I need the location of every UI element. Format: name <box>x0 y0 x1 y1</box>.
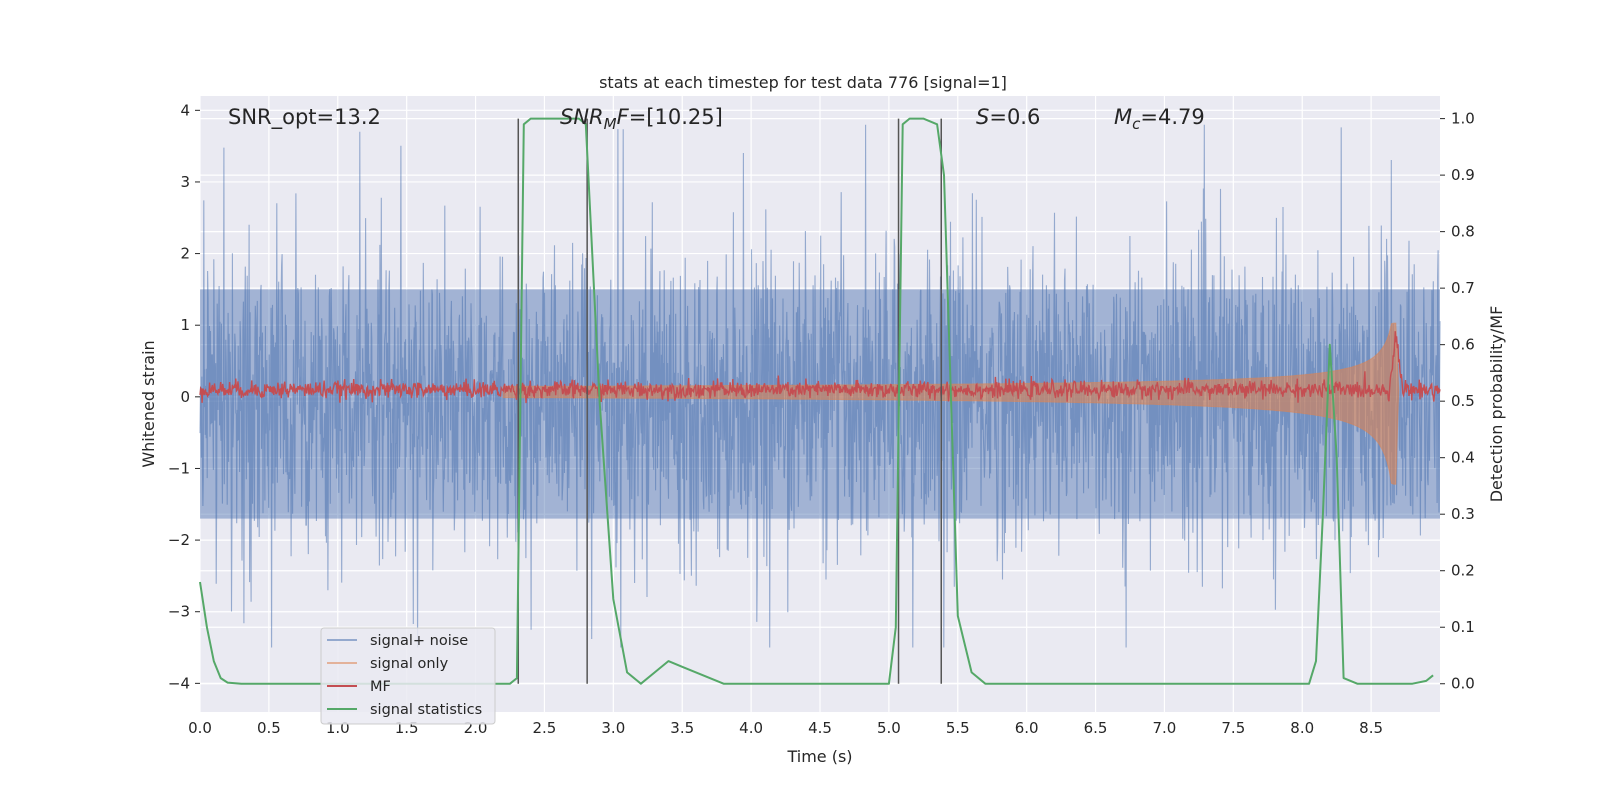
y-right-tick-labels: 1.0 0.9 0.8 0.7 0.6 0.5 0.4 0.3 0.2 0.1 0.0 <box>1440 110 1475 693</box>
x-tick-10: 5.0 <box>877 719 901 737</box>
x-tick-1: 0.5 <box>257 719 281 737</box>
y-right-axis-label: Detection probability/MF <box>1487 306 1506 503</box>
y-tick-5: −1 <box>168 459 190 477</box>
y-tick-2: 2 <box>180 245 190 263</box>
legend-label-signal: signal only <box>370 656 449 672</box>
annotation-s-symbol: S <box>976 105 989 129</box>
legend: signal+ noise signal only MF signal stat… <box>320 627 496 725</box>
y-tick-3: 1 <box>180 316 190 334</box>
annotation-s: S=0.6 <box>976 105 1040 129</box>
y2-tick-7: 0.3 <box>1451 505 1475 523</box>
y2-tick-0: 1.0 <box>1451 110 1475 128</box>
x-tick-15: 7.5 <box>1221 719 1245 737</box>
y2-tick-5: 0.5 <box>1451 392 1475 410</box>
annotation-snr-mf-sub: M <box>604 115 617 133</box>
x-tick-11: 5.5 <box>946 719 970 737</box>
legend-label-noise: signal+ noise <box>370 633 468 649</box>
annotation-mc-symbol: M <box>1114 105 1132 129</box>
y-tick-6: −2 <box>168 531 190 549</box>
annotation-snr-mf-value: =[10.25] <box>629 105 723 129</box>
y-tick-7: −3 <box>168 603 190 621</box>
x-tick-12: 6.0 <box>1015 719 1039 737</box>
annotation-mc: Mc=4.79 <box>1114 105 1205 133</box>
y-tick-labels: 4 3 2 1 0 −1 −2 −3 −4 <box>168 101 200 692</box>
x-tick-9: 4.5 <box>808 719 832 737</box>
y-tick-8: −4 <box>168 674 190 692</box>
legend-box <box>320 627 496 725</box>
y2-tick-9: 0.1 <box>1451 618 1475 636</box>
series-mf <box>199 331 1441 404</box>
noise-trace <box>199 124 1441 648</box>
legend-label-stat: signal statistics <box>370 702 482 718</box>
annotation-s-value: =0.6 <box>989 105 1040 129</box>
chart-title: stats at each timestep for test data 776… <box>599 73 1007 92</box>
y2-tick-6: 0.4 <box>1451 449 1475 467</box>
annotation-mc-value: =4.79 <box>1140 105 1204 129</box>
x-axis-label: Time (s) <box>786 747 852 766</box>
x-tick-6: 3.0 <box>601 719 625 737</box>
annotation-snr-mf-symbol2: F <box>617 105 630 129</box>
annotation-snr-opt: SNR_opt=13.2 <box>228 105 381 130</box>
mf-trace <box>199 331 1441 404</box>
annotation-snr-mf: SNRMF=[10.25] <box>560 105 723 133</box>
y-tick-1: 3 <box>180 173 190 191</box>
legend-label-mf: MF <box>370 679 391 695</box>
y2-tick-1: 0.9 <box>1451 166 1475 184</box>
x-tick-16: 8.0 <box>1290 719 1314 737</box>
x-tick-5: 2.5 <box>533 719 557 737</box>
series-signal-only <box>502 322 1400 485</box>
y2-tick-4: 0.6 <box>1451 336 1475 354</box>
annotation-mc-sub: c <box>1132 115 1141 133</box>
x-tick-13: 6.5 <box>1084 719 1108 737</box>
x-tick-7: 3.5 <box>670 719 694 737</box>
y-tick-0: 4 <box>180 101 190 119</box>
y-tick-4: 0 <box>180 388 190 406</box>
y2-tick-8: 0.2 <box>1451 562 1475 580</box>
y2-tick-3: 0.7 <box>1451 279 1475 297</box>
annotation-snr-mf-symbol: SNR <box>560 105 604 129</box>
x-tick-17: 8.5 <box>1359 719 1383 737</box>
y-axis-label: Whitened strain <box>139 340 158 467</box>
signal-chirp <box>502 322 1400 485</box>
x-tick-8: 4.0 <box>739 719 763 737</box>
x-tick-14: 7.0 <box>1153 719 1177 737</box>
y2-tick-2: 0.8 <box>1451 223 1475 241</box>
y2-tick-10: 0.0 <box>1451 675 1475 693</box>
x-tick-0: 0.0 <box>188 719 212 737</box>
